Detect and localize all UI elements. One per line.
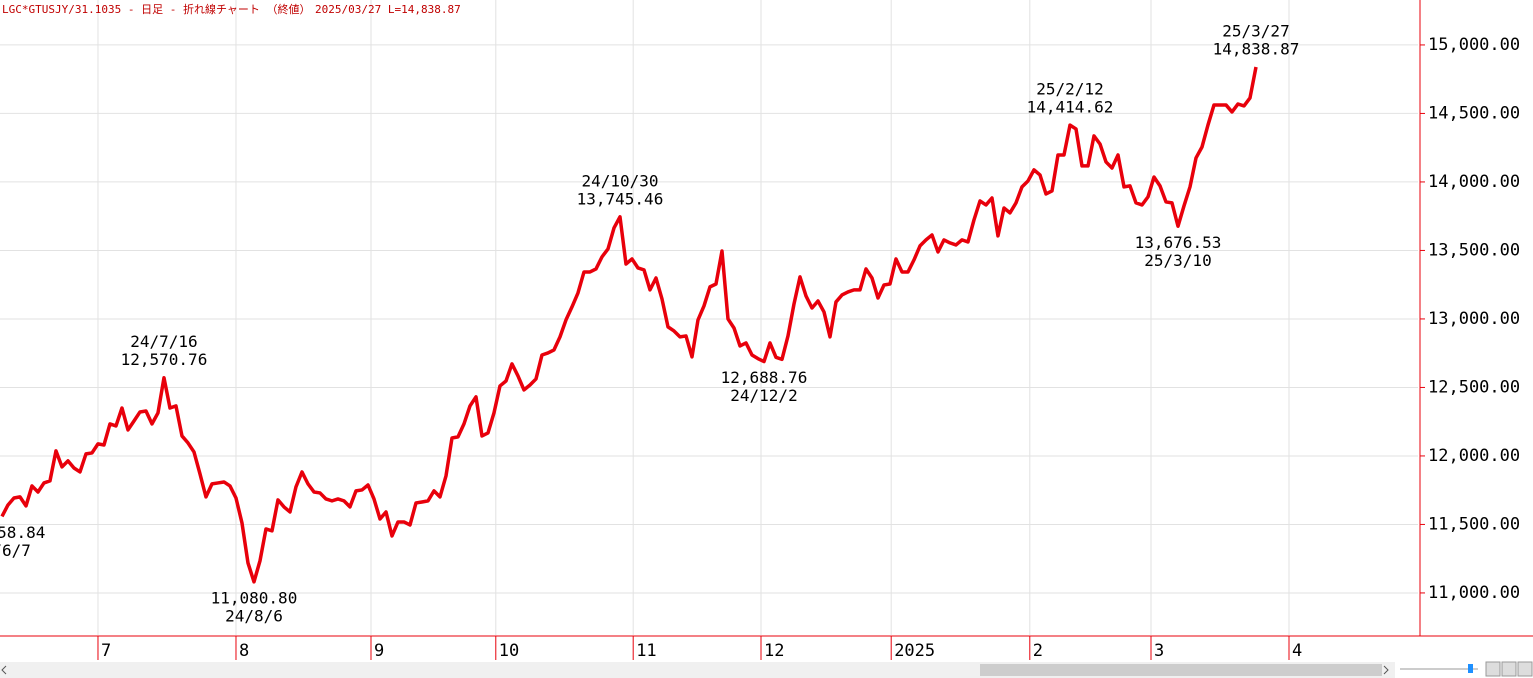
date-label: 24/10/30 xyxy=(581,171,658,190)
x-tick-label: 3 xyxy=(1154,641,1164,661)
zoom-button[interactable] xyxy=(1485,661,1501,677)
date-label: 25/2/12 xyxy=(1036,80,1103,99)
zoom-button[interactable] xyxy=(1501,661,1517,677)
zoom-button[interactable] xyxy=(1517,661,1533,677)
y-tick-label: 12,500.00 xyxy=(1428,377,1520,397)
value-label: 12,570.76 xyxy=(121,350,208,369)
x-tick-label: 10 xyxy=(499,641,519,661)
date-label: 24/6/7 xyxy=(0,541,31,560)
value-label: 13,676.53 xyxy=(1135,233,1222,252)
value-label: 11,080.80 xyxy=(211,588,298,607)
x-tick-label: 9 xyxy=(374,641,384,661)
value-label: 14,838.87 xyxy=(1213,40,1300,59)
y-tick-label: 12,000.00 xyxy=(1428,446,1520,466)
chart-subtitle: 2025/03/27 L=14,838.87 xyxy=(315,3,461,16)
date-label: 24/7/16 xyxy=(130,332,197,351)
date-label: 25/3/27 xyxy=(1222,22,1289,41)
x-tick-label: 7 xyxy=(101,641,111,661)
grid xyxy=(0,0,1418,635)
y-tick-label: 14,500.00 xyxy=(1428,103,1520,123)
x-tick-label: 2025 xyxy=(894,641,935,661)
x-tick-label: 11 xyxy=(636,641,656,661)
value-label: 12,688.76 xyxy=(721,368,808,387)
value-label: 11,558.84 xyxy=(0,523,45,542)
y-tick-label: 15,000.00 xyxy=(1428,35,1520,55)
date-label: 24/12/2 xyxy=(730,386,797,405)
scroll-thumb[interactable] xyxy=(980,664,1382,676)
y-tick-label: 13,500.00 xyxy=(1428,240,1520,260)
date-label: 24/8/6 xyxy=(225,606,283,625)
scroll-left[interactable] xyxy=(1,665,7,675)
x-tick-label: 8 xyxy=(239,641,249,661)
marks xyxy=(0,66,1258,584)
scrollbar[interactable] xyxy=(0,661,1533,678)
x-tick-label: 12 xyxy=(764,641,784,661)
y-tick-label: 11,000.00 xyxy=(1428,583,1520,603)
value-label: 13,745.46 xyxy=(577,189,664,208)
y-tick-label: 14,000.00 xyxy=(1428,172,1520,192)
x-tick-label: 2 xyxy=(1033,641,1043,661)
price-line xyxy=(0,66,1258,584)
y-tick-label: 13,000.00 xyxy=(1428,309,1520,329)
scroll-right[interactable] xyxy=(1383,665,1389,675)
y-tick-label: 11,500.00 xyxy=(1428,514,1520,534)
date-label: 25/3/10 xyxy=(1144,251,1211,270)
zoom-handle[interactable] xyxy=(1468,664,1473,673)
value-label: 14,414.62 xyxy=(1027,98,1114,117)
chart-title: LGC*GTUSJY/31.1035 - 日足 - 折れ線チャート （終値） xyxy=(2,2,310,16)
x-tick-label: 4 xyxy=(1292,641,1302,661)
